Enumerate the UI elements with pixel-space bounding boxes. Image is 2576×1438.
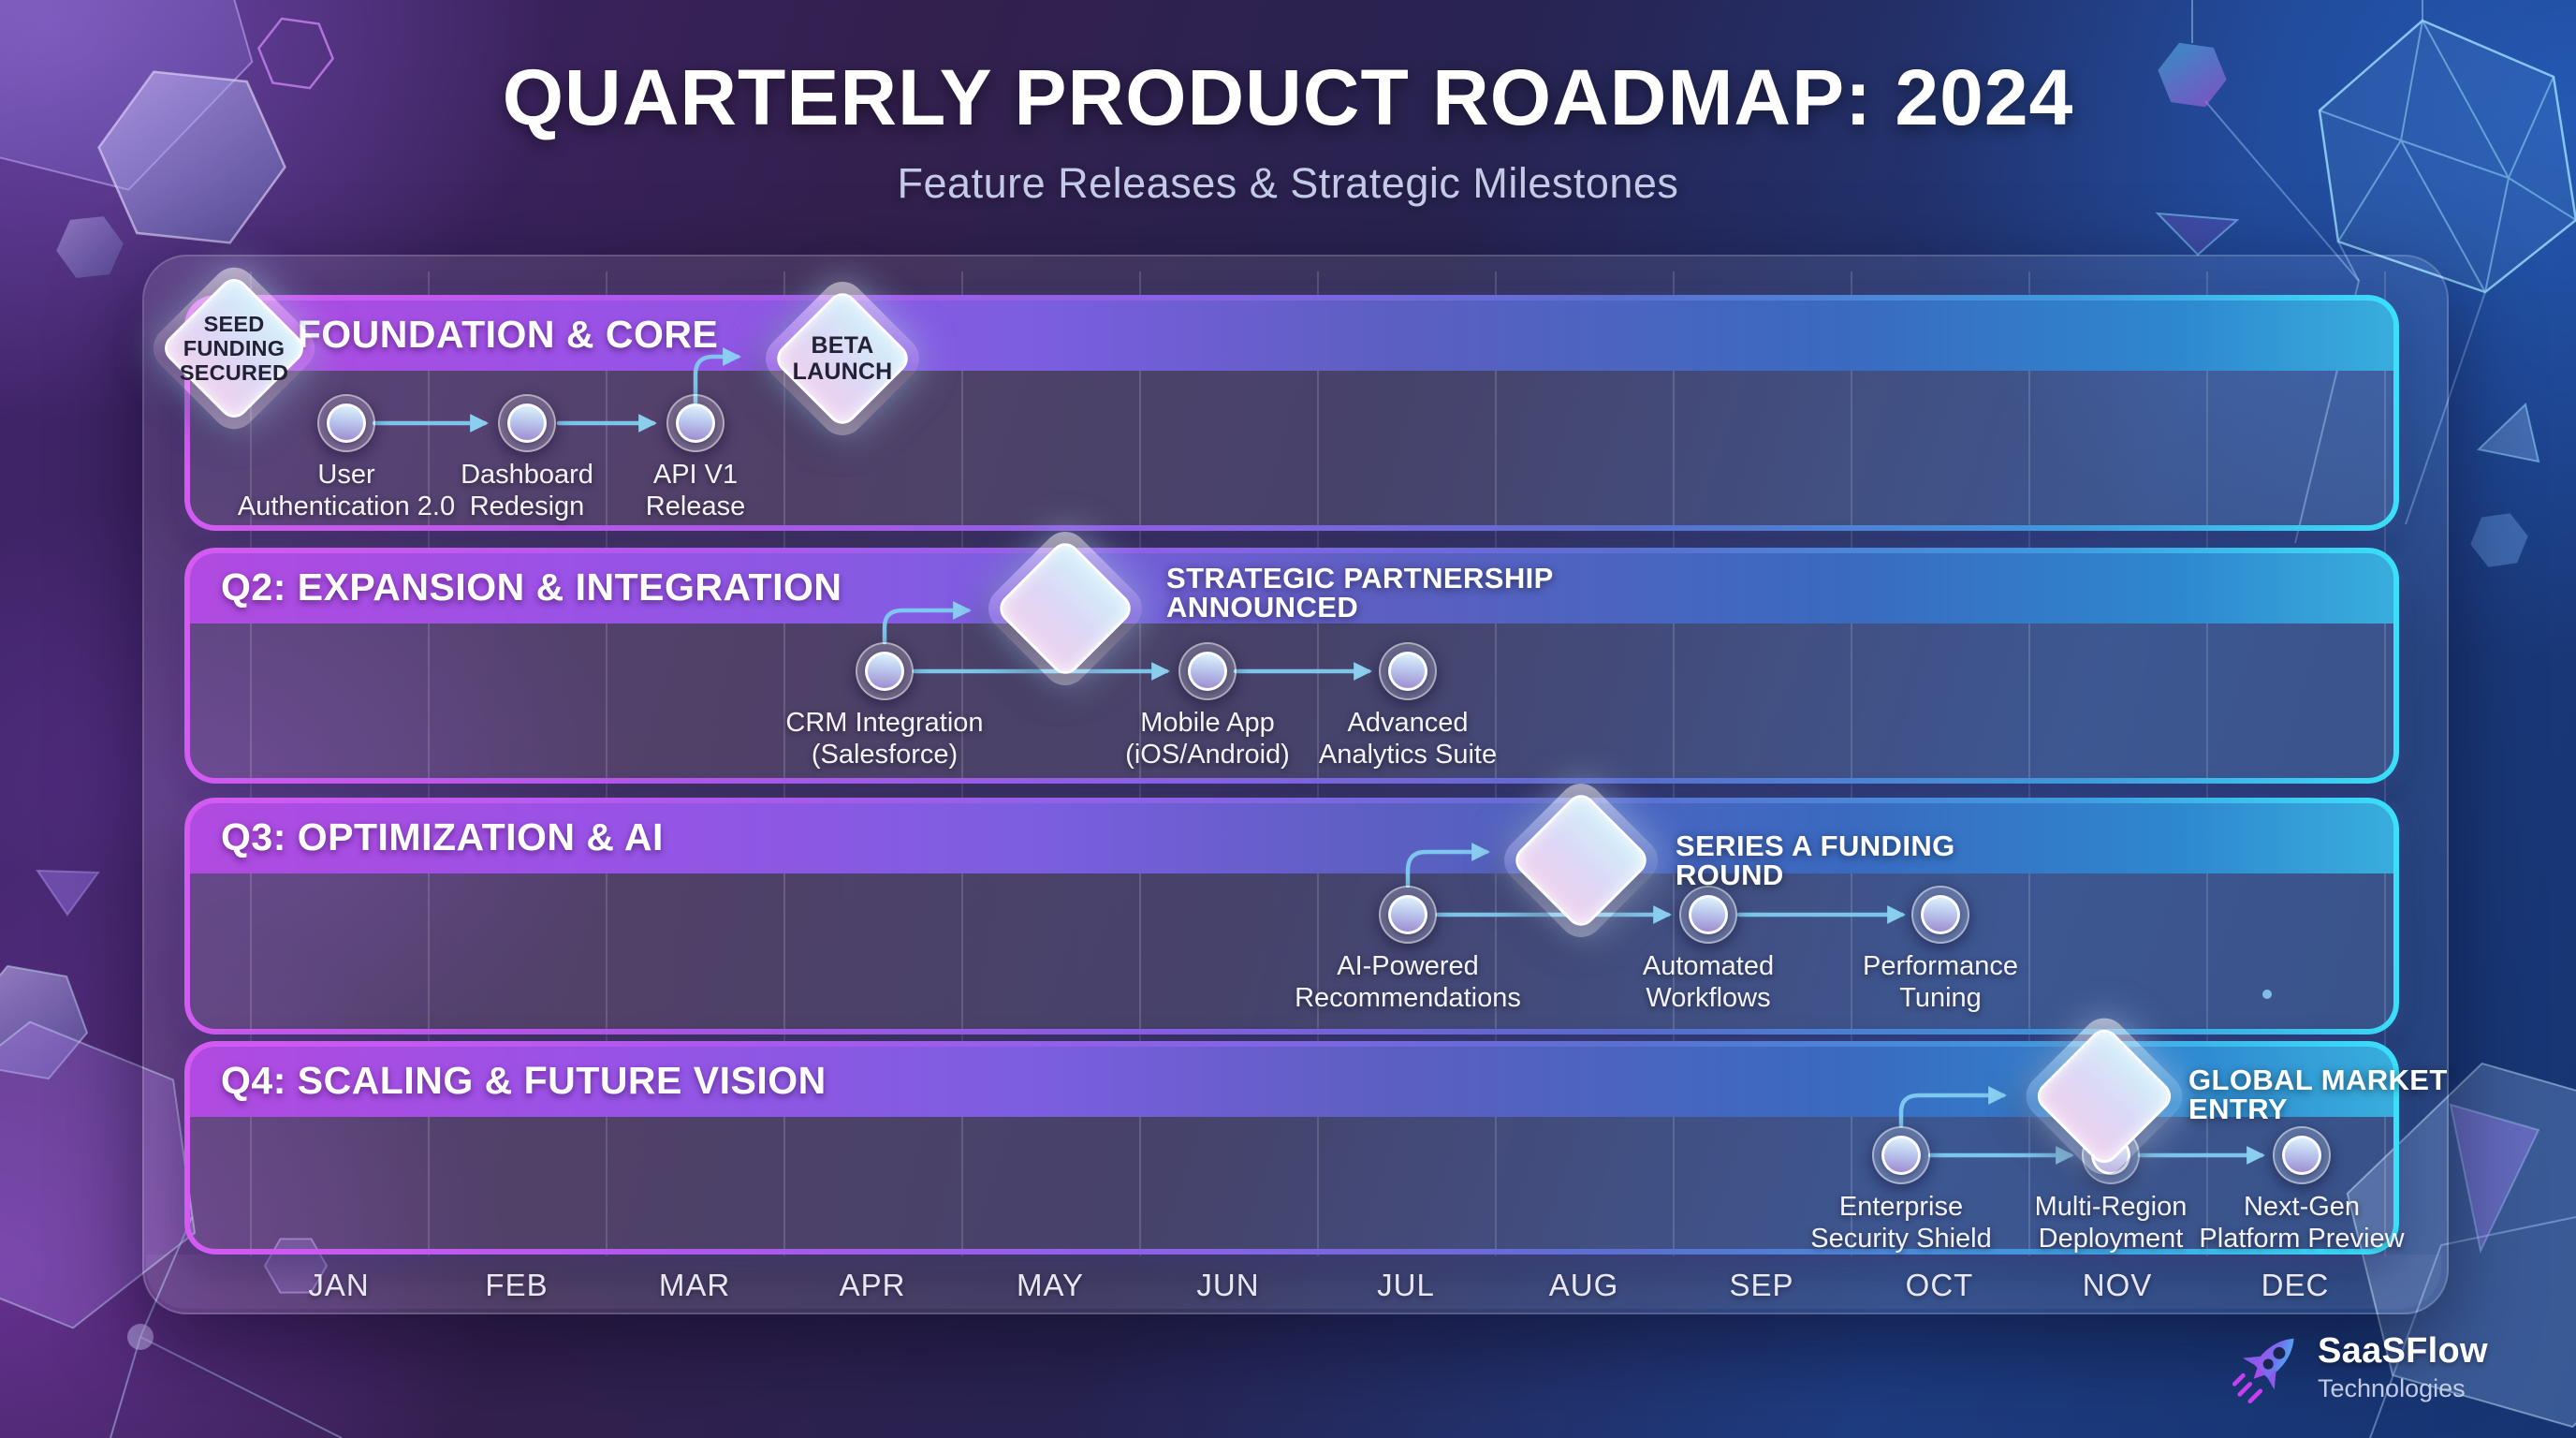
triangle-decor-icon [2476, 403, 2540, 463]
hexagon-decor-icon [56, 216, 124, 278]
arrow-q2-crm-to-partnership [882, 601, 972, 645]
triangle-decor-icon [2449, 1103, 2540, 1255]
month-axis-strip [146, 1255, 2441, 1309]
task-node-core [1881, 1136, 1921, 1175]
task-label-next-gen: Next-Gen Platform Preview [2199, 1192, 2405, 1254]
task-node-ai-recommendations [1379, 886, 1437, 944]
task-node-dashboard-redesign [498, 394, 556, 452]
task-node-mobile-app [1178, 642, 1237, 700]
task-node-next-gen [2273, 1126, 2331, 1184]
month-label-jan: JAN [308, 1268, 370, 1302]
page-subtitle: Feature Releases & Strategic Milestones [897, 159, 1679, 207]
task-node-core [1689, 895, 1728, 934]
hexagon-decor-icon [2158, 42, 2227, 108]
hexagon-decor-icon [90, 66, 293, 247]
rocket-icon [2232, 1338, 2294, 1404]
lane-header-q3: Q3: OPTIMIZATION & AI [187, 800, 2396, 873]
milestone-diamond-beta-launch: BETA LAUNCH [756, 272, 929, 445]
month-label-mar: MAR [658, 1268, 731, 1302]
lane-header-q2: Q2: EXPANSION & INTEGRATION [187, 550, 2396, 624]
task-label-enterprise-security: Enterprise Security Shield [1810, 1192, 1992, 1254]
task-node-core [1388, 895, 1427, 934]
task-node-core [865, 652, 904, 691]
task-label-advanced-analytics: Advanced Analytics Suite [1318, 708, 1498, 770]
milestone-text-seed-funding: SEED FUNDING SECURED [179, 311, 289, 386]
task-node-core [1388, 652, 1427, 691]
month-label-may: MAY [1016, 1268, 1085, 1302]
wireframe-line [2405, 291, 2486, 525]
task-node-enterprise-security [1872, 1126, 1930, 1184]
month-label-dec: DEC [2261, 1268, 2330, 1302]
task-label-crm-integration: CRM Integration (Salesforce) [785, 708, 984, 770]
month-label-jun: JUN [1196, 1268, 1260, 1302]
task-label-user-authentication: User Authentication 2.0 [237, 460, 456, 521]
lane-q4: Q4: SCALING & FUTURE VISION [187, 1044, 2396, 1252]
milestone-diamond-seed-funding: SEED FUNDING SECURED [143, 257, 325, 439]
arrow-q3-ai-to-series-a [1405, 843, 1490, 888]
milestone-label-strategic-partnership: STRATEGIC PARTNERSHIP ANNOUNCED [1166, 562, 1554, 624]
triangle-decor-icon [36, 869, 100, 917]
month-label-sep: SEP [1729, 1268, 1794, 1302]
lane-title-q3: Q3: OPTIMIZATION & AI [221, 814, 664, 858]
milestone-label-series-a: SERIES A FUNDING ROUND [1676, 829, 1955, 891]
logo-name: SaaSFlow [2318, 1330, 2488, 1371]
wireframe-line [2369, 1216, 2576, 1438]
task-node-api-v1 [666, 394, 724, 452]
arrow-q1-api-to-beta-launch [693, 347, 741, 405]
logo-text-block: SaaSFlow Technologies [2318, 1331, 2488, 1403]
task-node-core [1188, 652, 1227, 691]
task-node-automated-workflows [1679, 886, 1737, 944]
page-title: QUARTERLY PRODUCT ROADMAP: 2024 [502, 53, 2074, 141]
task-label-automated-workflows: Automated Workflows [1642, 951, 1775, 1013]
wireframe-line [2337, 241, 2360, 282]
hexagon-decor-icon [0, 961, 96, 1083]
task-node-core [327, 404, 366, 443]
hexagon-decor-icon [2470, 513, 2528, 567]
task-label-mobile-app: Mobile App (iOS/Android) [1125, 708, 1290, 770]
lane-q2: Q2: EXPANSION & INTEGRATION [187, 550, 2396, 781]
task-label-multi-region: Multi-Region Deployment [2034, 1192, 2188, 1254]
wireframe-line [139, 1336, 343, 1438]
month-label-apr: APR [839, 1268, 906, 1302]
milestone-text-beta-launch: BETA LAUNCH [792, 332, 893, 385]
triangle-decor-icon [2155, 212, 2240, 257]
lane-q3: Q3: OPTIMIZATION & AI [187, 800, 2396, 1032]
task-node-core [507, 404, 547, 443]
task-label-ai-recommendations: AI-Powered Recommendations [1295, 951, 1521, 1013]
task-node-performance-tuning [1911, 886, 1969, 944]
hexagon-decor-icon [0, 993, 245, 1357]
task-node-crm-integration [856, 642, 914, 700]
arrow-q4-security-to-global-market [1898, 1086, 2007, 1128]
task-node-core [676, 404, 715, 443]
month-label-feb: FEB [485, 1268, 549, 1302]
task-node-core [2282, 1136, 2321, 1175]
task-label-dashboard-redesign: Dashboard Redesign [461, 460, 593, 521]
month-label-oct: OCT [1905, 1268, 1974, 1302]
task-label-performance-tuning: Performance Tuning [1862, 951, 2018, 1013]
company-logo: SaaSFlow Technologies [2226, 1324, 2488, 1410]
hexagon-outline-icon [255, 16, 338, 91]
task-node-user-authentication [317, 394, 375, 452]
lane-title-q4: Q4: SCALING & FUTURE VISION [221, 1058, 827, 1102]
task-node-core [1921, 895, 1960, 934]
polyhedron-wireframe-icon [2319, 20, 2576, 293]
logo-tagline: Technologies [2318, 1373, 2466, 1402]
month-label-jul: JUL [1377, 1268, 1435, 1302]
month-label-nov: NOV [2082, 1268, 2153, 1302]
dot-decor-icon [127, 1324, 154, 1350]
month-label-aug: AUG [1548, 1268, 1619, 1302]
task-node-advanced-analytics [1379, 642, 1437, 700]
lane-title-q2: Q2: EXPANSION & INTEGRATION [221, 565, 842, 609]
task-label-api-v1: API V1 Release [645, 460, 746, 521]
milestone-label-global-market: GLOBAL MARKET ENTRY [2188, 1064, 2448, 1125]
